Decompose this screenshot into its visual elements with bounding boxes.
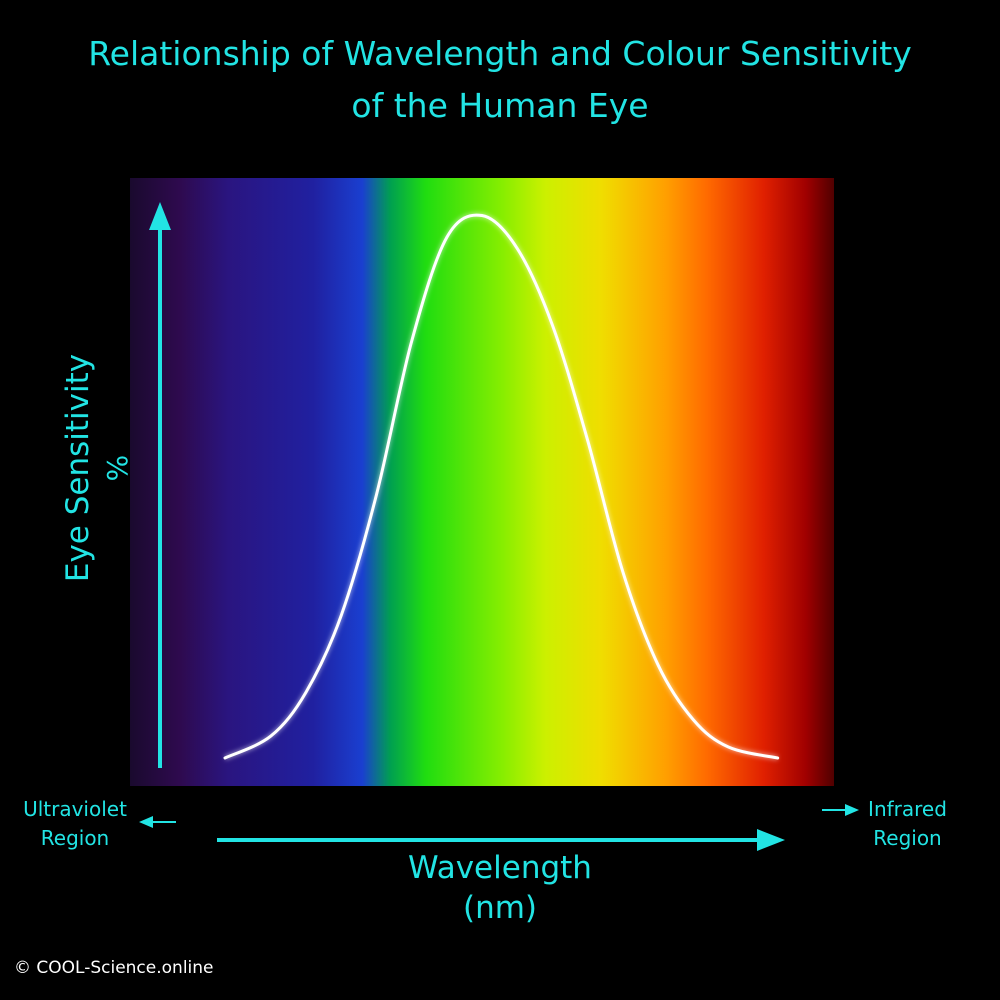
uv-region-label: Ultraviolet Region xyxy=(10,795,140,853)
chart-title-line-2: of the Human Eye xyxy=(351,86,649,125)
uv-region-line-1: Ultraviolet xyxy=(23,797,127,821)
x-axis-arrow xyxy=(217,829,785,851)
uv-arrow xyxy=(139,816,176,828)
chart-title: Relationship of Wavelength and Colour Se… xyxy=(0,28,1000,132)
uv-region-line-2: Region xyxy=(40,826,110,850)
ir-region-line-2: Region xyxy=(873,826,942,850)
spectrum-band xyxy=(130,178,834,786)
ir-region-label: Infrared Region xyxy=(850,795,965,853)
y-axis-unit: % xyxy=(101,454,134,482)
x-axis-label: Wavelength (nm) xyxy=(300,848,700,928)
copyright-notice: © COOL-Science.online xyxy=(14,958,214,978)
curve-layer xyxy=(223,212,780,761)
sensitivity-curve xyxy=(223,213,780,760)
y-axis-arrow xyxy=(149,202,171,768)
chart-title-line-1: Relationship of Wavelength and Colour Se… xyxy=(88,34,912,73)
y-axis-label: Eye Sensitivity % xyxy=(58,354,138,582)
x-axis-title: Wavelength xyxy=(408,850,592,886)
ir-region-line-1: Infrared xyxy=(868,797,947,821)
x-axis-unit: (nm) xyxy=(462,890,538,926)
y-axis-title: Eye Sensitivity xyxy=(60,353,96,583)
ir-arrow xyxy=(822,804,859,816)
